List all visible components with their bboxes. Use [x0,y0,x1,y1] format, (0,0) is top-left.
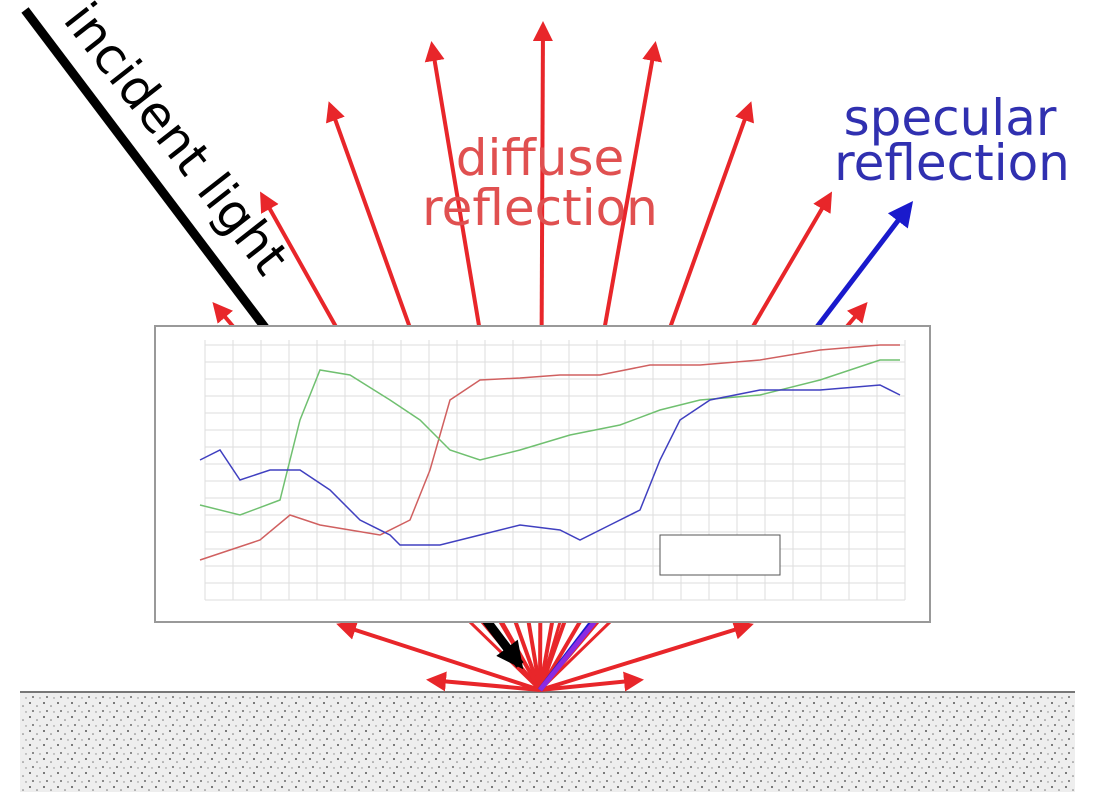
embedded-chart [155,326,930,622]
specular-label: reflection [834,134,1070,192]
chart-legend [660,535,780,575]
page: incident light diffuse reflection specul… [0,0,1094,797]
chart-frame [155,326,930,622]
diagram: incident light diffuse reflection specul… [0,0,1094,797]
diffuse-label: reflection [422,179,658,237]
incident-label: incident light [53,0,300,285]
ground [20,692,1075,792]
